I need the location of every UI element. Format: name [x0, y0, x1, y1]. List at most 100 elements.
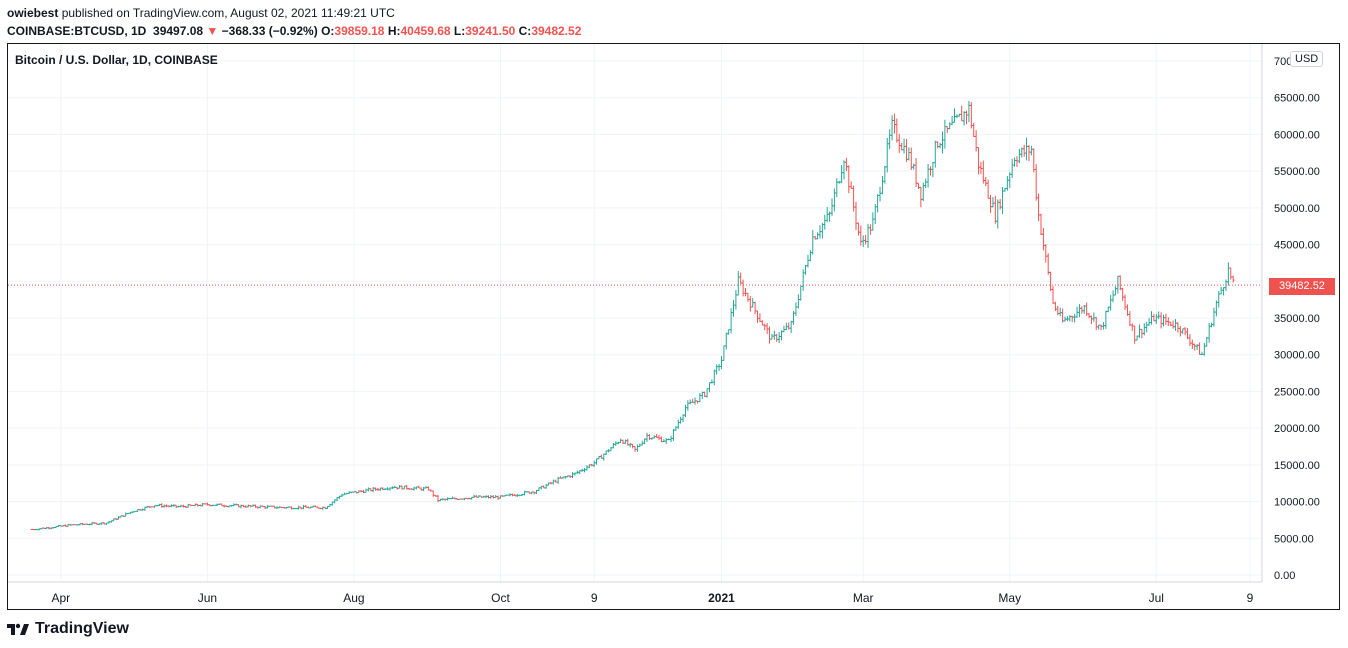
ohlc-bar — [974, 130, 978, 152]
y-tick-label: 50000.00 — [1274, 203, 1320, 215]
ohlc-bar — [1147, 318, 1151, 326]
currency-button[interactable]: USD — [1290, 51, 1324, 67]
ohlc-bar — [645, 432, 649, 442]
x-tick-label: Oct — [491, 591, 510, 605]
ohlc-bar — [1094, 316, 1098, 331]
ohlc-bar — [763, 323, 767, 331]
ohlc-bar — [1121, 287, 1125, 301]
ohlc-bar — [965, 110, 969, 125]
change-value: −368.33 (−0.92%) — [221, 24, 318, 38]
ohlc-bar — [1142, 323, 1146, 336]
y-tick-label: 60000.00 — [1274, 129, 1320, 141]
ohlc-bar — [900, 142, 904, 151]
ohlc-bar — [890, 115, 894, 141]
ohlc-bar — [715, 364, 719, 375]
ohlc-bar — [301, 505, 305, 510]
ohlc-bar — [991, 197, 995, 208]
ohlc-bar — [1027, 145, 1031, 161]
ohlc-bar — [1097, 324, 1101, 330]
ohlc-bar — [1130, 323, 1134, 331]
pane-title: Bitcoin / U.S. Dollar, 1D, COINBASE — [15, 53, 218, 67]
ohlc-bar — [1222, 287, 1226, 296]
ohlc-bar — [746, 292, 750, 302]
high-label: H: — [387, 24, 401, 38]
ohlc-bar — [647, 434, 651, 441]
ohlc-bar — [926, 164, 930, 188]
ohlc-bar — [1145, 321, 1149, 333]
ohlc-bar — [736, 271, 740, 296]
ohlc-bar — [710, 379, 714, 384]
y-tick-label: 10000.00 — [1274, 497, 1320, 509]
ohlc-bar — [984, 176, 988, 186]
ohlc-bar — [722, 345, 726, 361]
ohlc-bar — [1198, 342, 1202, 355]
ohlc-bar — [1118, 275, 1122, 291]
ohlc-bar — [753, 301, 757, 315]
ohlc-bar — [883, 165, 887, 184]
tradingview-logo[interactable]: TradingView — [7, 620, 129, 638]
ohlc-bar — [412, 486, 416, 491]
ohlc-bar — [986, 179, 990, 199]
ohlc-bar — [592, 460, 596, 468]
ohlc-bar — [1032, 148, 1036, 173]
ohlc-bar — [1037, 193, 1041, 222]
ohlc-bar — [806, 254, 810, 268]
ohlc-bar — [782, 325, 786, 333]
ohlc-bar — [938, 142, 942, 149]
x-tick-label: Mar — [853, 591, 874, 605]
price-chart[interactable]: 0.00 5000.00 10000.00 15000.00 20000.00 25000… — [8, 44, 1339, 609]
ohlc-bar — [950, 116, 954, 126]
ohlc-bar — [1010, 158, 1014, 178]
ohlc-bar — [1044, 244, 1048, 263]
ohlc-bar — [1229, 267, 1233, 280]
ohlc-bar — [861, 235, 865, 247]
ohlc-bar — [796, 294, 800, 309]
ohlc-bar — [948, 122, 952, 130]
axes: 0.00 5000.00 10000.00 15000.00 20000.00 25000… — [8, 44, 1320, 605]
publish-info: published on TradingView.com, August 02,… — [61, 6, 395, 20]
ohlc-bar — [1123, 294, 1127, 310]
ohlc-bar — [741, 279, 745, 297]
ohlc-bar — [1051, 286, 1055, 304]
ohlc-bar — [859, 225, 863, 246]
ohlc-bar — [1176, 322, 1180, 333]
ohlc-bar — [904, 139, 908, 163]
ohlc-bar — [1109, 295, 1113, 311]
ohlc-bar — [1183, 327, 1187, 336]
author-name[interactable]: owiebest — [7, 6, 59, 20]
ohlc-bar — [895, 118, 899, 143]
ohlc-bar — [1022, 144, 1026, 157]
down-arrow-icon: ▼ — [206, 24, 219, 38]
ohlc-bar — [892, 113, 896, 134]
ohlc-bar — [844, 157, 848, 172]
ohlc-bar — [799, 285, 803, 301]
y-tick-label: 35000.00 — [1274, 313, 1320, 325]
ohlc-bar — [880, 175, 884, 195]
ohlc-bar — [491, 495, 495, 499]
ohlc-bar — [1178, 326, 1182, 337]
ohlc-bar — [712, 369, 716, 386]
tradingview-brand: TradingView — [35, 620, 129, 637]
ohlc-bar — [117, 516, 121, 520]
ohlc-bar — [744, 287, 748, 297]
x-tick-label: 9 — [591, 591, 598, 605]
ohlc-bar — [967, 100, 971, 123]
y-tick-label: 65000.00 — [1274, 93, 1320, 105]
y-tick-label: 15000.00 — [1274, 460, 1320, 472]
y-tick-label: 20000.00 — [1274, 423, 1320, 435]
ohlc-bar — [1174, 319, 1178, 331]
close-value: 39482.52 — [531, 24, 582, 38]
ohlc-bar — [1039, 213, 1043, 236]
ohlc-bar — [707, 382, 711, 393]
ohlc-bar — [847, 165, 851, 194]
ohlc-bar — [1077, 304, 1081, 318]
ohlc-bar — [364, 488, 368, 493]
ohlc-bar — [854, 201, 858, 231]
x-tick-label: May — [998, 591, 1021, 605]
ohlc-bar — [623, 439, 627, 444]
ohlc-bar — [775, 334, 779, 342]
y-tick-label: 45000.00 — [1274, 240, 1320, 252]
ohlc-bar — [1162, 314, 1166, 327]
grid — [8, 44, 1262, 582]
ohlc-bar — [628, 443, 632, 448]
